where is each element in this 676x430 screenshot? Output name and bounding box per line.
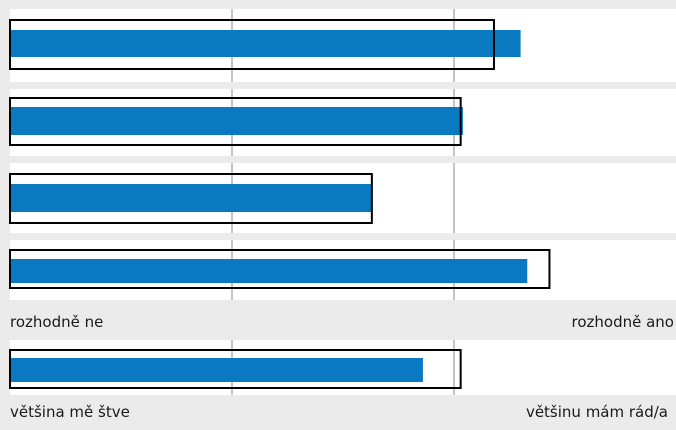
scale-max-label: rozhodně ano xyxy=(571,313,674,331)
reference-box xyxy=(9,19,495,70)
reference-box xyxy=(9,349,462,389)
reference-box xyxy=(9,173,373,224)
scale-min-label: většina mě štve xyxy=(10,403,130,421)
value-bar xyxy=(10,259,528,283)
value-bar xyxy=(10,358,423,382)
reference-box xyxy=(9,97,462,146)
value-bar xyxy=(10,30,521,57)
reference-box xyxy=(9,249,551,289)
scale-max-label: většinu mám rád/a xyxy=(525,403,668,421)
scale-min-label: rozhodně ne xyxy=(10,313,104,331)
value-bar xyxy=(10,184,372,212)
value-bar xyxy=(10,107,463,135)
